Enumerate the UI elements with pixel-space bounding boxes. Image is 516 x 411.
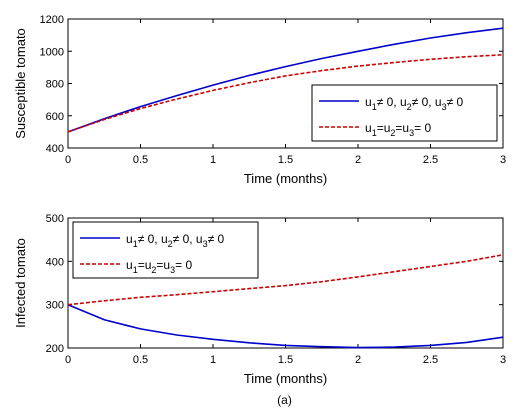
series-line-2 bbox=[67, 254, 504, 306]
chart-panel-2: 0 0.5 1 1.5 2 2.5 3 200 300 400 500 Time (months) In… bbox=[13, 213, 506, 407]
x-tick-label: 1 bbox=[210, 154, 216, 166]
x-tick-label: 1.5 bbox=[278, 354, 293, 366]
chart-panel-1: 0 0.5 1 1.5 2 2.5 3 400 600 800 1000 1200 Time (mont… bbox=[13, 14, 506, 186]
legend-text-part: 1 bbox=[372, 128, 377, 138]
x-tick-label: 2.5 bbox=[423, 154, 438, 166]
y-tick-label: 600 bbox=[46, 111, 64, 123]
x-tick-label: 1.5 bbox=[278, 154, 293, 166]
series-line-1 bbox=[67, 27, 504, 133]
x-tick-label: 3 bbox=[500, 354, 506, 366]
legend-text-part: =u bbox=[377, 121, 391, 135]
x-axis-label: Time (months) bbox=[244, 171, 327, 186]
legend-text-part: u bbox=[126, 232, 133, 246]
legend-text-part: u bbox=[365, 121, 372, 135]
y-tick-label: 1000 bbox=[40, 46, 64, 58]
series-line-1 bbox=[67, 303, 504, 349]
x-tick-label: 2 bbox=[355, 154, 361, 166]
y-tick-label: 500 bbox=[46, 213, 64, 225]
legend-text-part: =u bbox=[138, 258, 152, 272]
x-tick-label: 0 bbox=[65, 154, 71, 166]
legend-text-part: =u bbox=[395, 121, 409, 135]
series-line-2 bbox=[67, 54, 504, 133]
legend-text-part: 1 bbox=[372, 102, 377, 112]
y-tick-label: 400 bbox=[46, 256, 64, 268]
legend-text-part: ≠ 0, u bbox=[377, 95, 407, 109]
y-tick-label: 200 bbox=[46, 343, 64, 355]
legend-label-2: u1=u2=u3= 0 bbox=[365, 121, 431, 138]
legend-box bbox=[72, 221, 259, 279]
legend: u1≠ 0, u2≠ 0, u3≠ 0u1=u2=u3= 0 bbox=[311, 84, 498, 142]
legend-text-part: ≠ 0, u bbox=[138, 232, 168, 246]
legend-text-part: 2 bbox=[407, 102, 412, 112]
y-axis-label: Susceptible tomato bbox=[13, 28, 28, 139]
legend-label-1: u1≠ 0, u2≠ 0, u3≠ 0 bbox=[365, 95, 464, 112]
legend-text-part: 3 bbox=[442, 102, 447, 112]
legend-text-part: 2 bbox=[390, 128, 395, 138]
x-tick-label: 3 bbox=[500, 154, 506, 166]
legend-text-part: u bbox=[365, 95, 372, 109]
legend-box bbox=[311, 84, 498, 142]
y-tick-label: 400 bbox=[46, 143, 64, 155]
y-tick-label: 1200 bbox=[40, 14, 64, 26]
y-axis-label: Infected tomato bbox=[13, 238, 28, 328]
legend-text-part: = 0 bbox=[175, 258, 192, 272]
x-tick-label: 0 bbox=[65, 354, 71, 366]
legend-text-part: ≠ 0, u bbox=[173, 232, 203, 246]
legend-text-part: 2 bbox=[168, 239, 173, 249]
legend-text-part: 1 bbox=[133, 239, 138, 249]
y-tick-label: 800 bbox=[46, 79, 64, 91]
x-axis-label: Time (months) bbox=[244, 371, 327, 386]
x-tick-label: 0.5 bbox=[133, 154, 148, 166]
legend-label-2: u1=u2=u3= 0 bbox=[126, 258, 192, 275]
legend-text-part: =u bbox=[156, 258, 170, 272]
y-tick-label: 300 bbox=[46, 300, 64, 312]
x-tick-label: 2.5 bbox=[423, 354, 438, 366]
legend-text-part: = 0 bbox=[414, 121, 431, 135]
legend-text-part: 3 bbox=[409, 128, 414, 138]
legend-text-part: 1 bbox=[133, 265, 138, 275]
legend-text-part: ≠ 0, u bbox=[412, 95, 442, 109]
x-tick-label: 2 bbox=[355, 354, 361, 366]
x-tick-label: 1 bbox=[210, 354, 216, 366]
x-tick-label: 0.5 bbox=[133, 354, 148, 366]
legend-text-part: 3 bbox=[170, 265, 175, 275]
panel-caption: (a) bbox=[277, 393, 292, 407]
legend-label-1: u1≠ 0, u2≠ 0, u3≠ 0 bbox=[126, 232, 225, 249]
legend-text-part: 2 bbox=[151, 265, 156, 275]
legend-text-part: ≠ 0 bbox=[447, 95, 464, 109]
legend-text-part: u bbox=[126, 258, 133, 272]
legend-text-part: 3 bbox=[203, 239, 208, 249]
legend: u1≠ 0, u2≠ 0, u3≠ 0u1=u2=u3= 0 bbox=[72, 221, 259, 279]
legend-text-part: ≠ 0 bbox=[208, 232, 225, 246]
